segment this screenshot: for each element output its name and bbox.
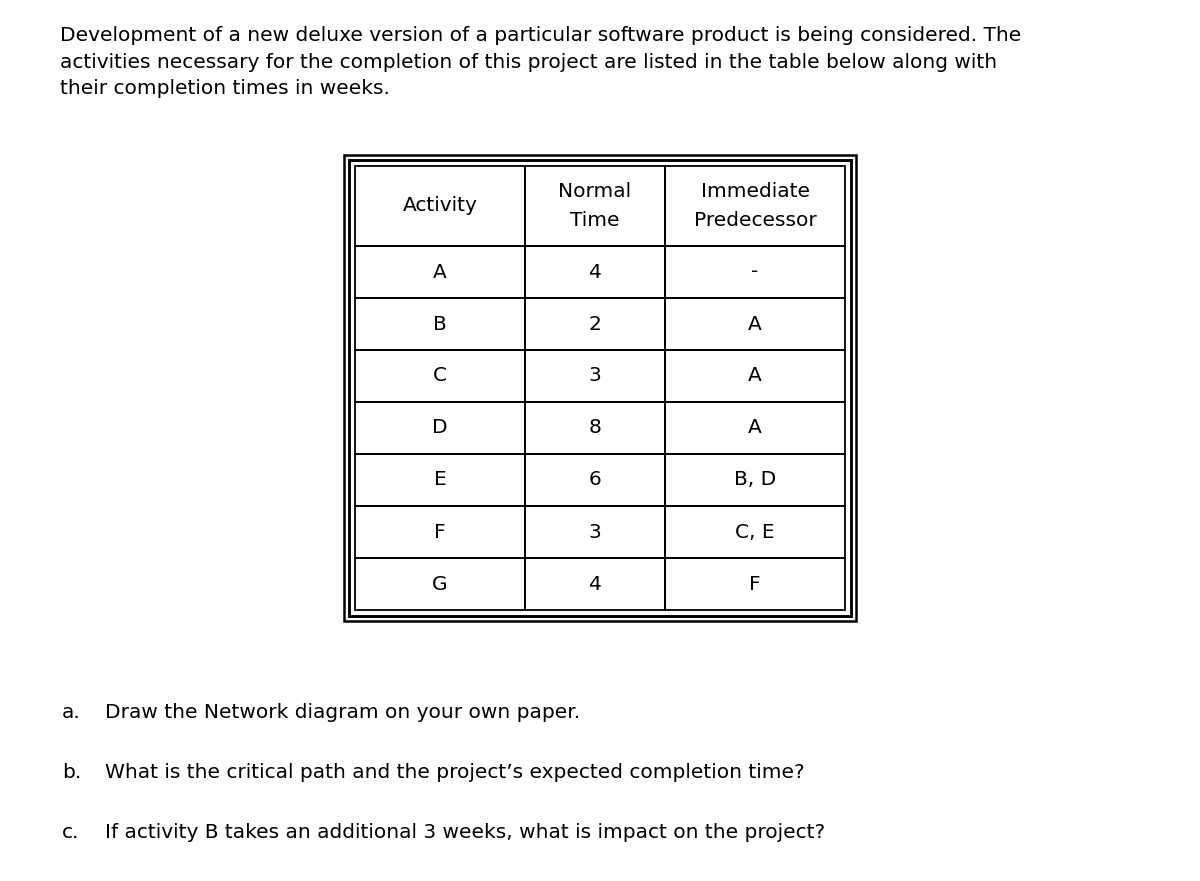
Text: A: A [748, 418, 762, 438]
Bar [355, 350, 526, 402]
Text: Draw the Network diagram on your own paper.: Draw the Network diagram on your own pap… [106, 703, 580, 722]
Text: B, D: B, D [734, 470, 776, 490]
Text: 4: 4 [588, 263, 601, 282]
Text: Immediate: Immediate [701, 182, 810, 201]
Text: 3: 3 [589, 522, 601, 542]
Text: E: E [433, 470, 446, 490]
Bar [665, 402, 845, 454]
Bar [349, 160, 851, 616]
Bar [665, 298, 845, 350]
Text: a.: a. [62, 703, 80, 722]
Bar [355, 402, 526, 454]
Text: A: A [433, 263, 446, 282]
Text: Development of a new deluxe version of a particular software product is being co: Development of a new deluxe version of a… [60, 26, 1021, 45]
Bar [355, 454, 526, 506]
Bar [355, 298, 526, 350]
Bar [355, 558, 526, 610]
Text: Activity: Activity [402, 196, 478, 216]
Bar [665, 246, 845, 298]
Text: c.: c. [62, 823, 79, 842]
Text: 3: 3 [589, 366, 601, 386]
Text: b.: b. [62, 763, 82, 782]
Bar [665, 558, 845, 610]
Text: activities necessary for the completion of this project are listed in the table : activities necessary for the completion … [60, 53, 997, 71]
Bar [665, 506, 845, 558]
Bar [526, 506, 665, 558]
Text: D: D [432, 418, 448, 438]
Text: 6: 6 [589, 470, 601, 490]
Bar [665, 454, 845, 506]
Text: -: - [751, 263, 758, 282]
Text: Time: Time [570, 211, 619, 230]
Text: What is the critical path and the project’s expected completion time?: What is the critical path and the projec… [106, 763, 805, 782]
Text: Predecessor: Predecessor [694, 211, 816, 230]
Text: Normal: Normal [558, 182, 631, 201]
Bar [355, 166, 526, 246]
Text: 4: 4 [588, 574, 601, 594]
Bar [526, 246, 665, 298]
Text: C: C [433, 366, 446, 386]
Text: 8: 8 [588, 418, 601, 438]
Text: If activity B takes an additional 3 weeks, what is impact on the project?: If activity B takes an additional 3 week… [106, 823, 826, 842]
Bar [526, 298, 665, 350]
Text: G: G [432, 574, 448, 594]
Bar [665, 350, 845, 402]
Text: B: B [433, 315, 446, 334]
Text: C, E: C, E [736, 522, 775, 542]
Text: A: A [748, 366, 762, 386]
Text: A: A [748, 315, 762, 334]
Bar [526, 454, 665, 506]
Bar [526, 350, 665, 402]
Bar [665, 166, 845, 246]
Bar [526, 166, 665, 246]
Bar [344, 155, 856, 621]
Text: F: F [434, 522, 446, 542]
Bar [355, 246, 526, 298]
Bar [526, 402, 665, 454]
Bar [526, 558, 665, 610]
Text: F: F [749, 574, 761, 594]
Bar [355, 506, 526, 558]
Text: their completion times in weeks.: their completion times in weeks. [60, 79, 390, 98]
Text: 2: 2 [588, 315, 601, 334]
